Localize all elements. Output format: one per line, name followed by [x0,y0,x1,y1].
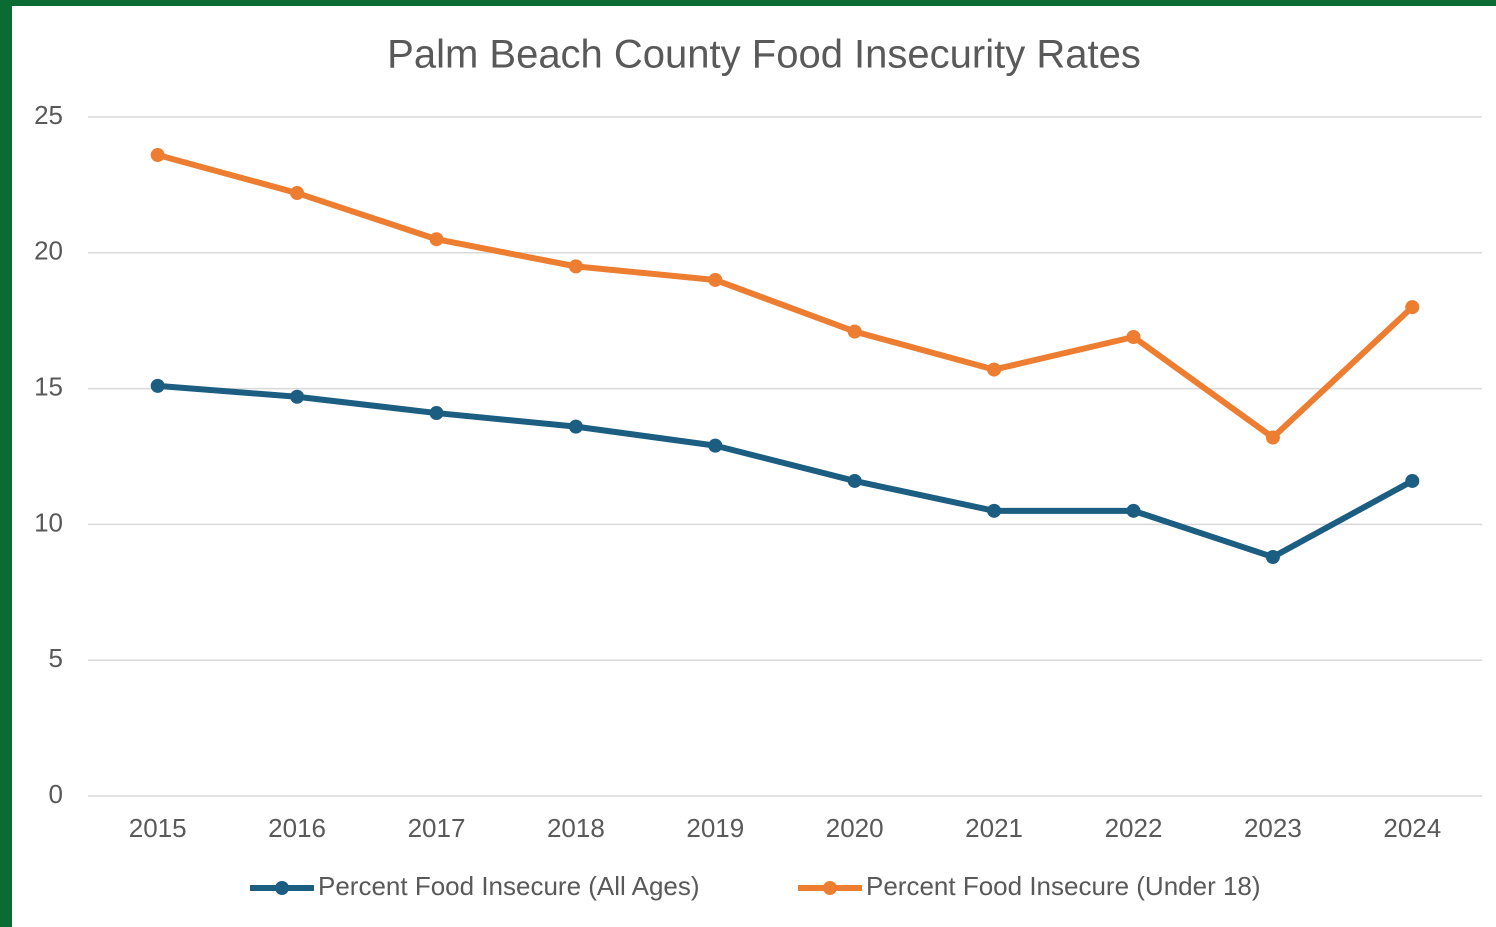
chart-title: Palm Beach County Food Insecurity Rates [387,33,1141,77]
data-point [708,438,723,453]
y-tick-label: 10 [34,507,63,537]
data-point [1405,473,1420,488]
data-point [429,232,444,247]
data-point [1405,300,1420,315]
data-point [1126,329,1141,344]
x-tick-label: 2021 [965,813,1023,843]
data-point [1265,430,1280,445]
series-line [156,152,1415,441]
x-tick-label: 2024 [1383,813,1441,843]
series-line [157,382,1414,560]
y-tick-label: 15 [34,371,63,401]
data-point [568,419,583,434]
legend-marker [275,881,289,895]
legend-label: Percent Food Insecure (All Ages) [318,871,700,901]
data-point [150,378,165,393]
data-point [708,272,723,287]
chart-background [12,6,1496,927]
x-tick-label: 2016 [268,813,326,843]
y-tick-label: 25 [34,100,63,130]
data-point [847,473,862,488]
data-point [987,503,1002,518]
x-tick-label: 2020 [826,813,884,843]
data-point [1126,503,1141,518]
data-point [429,406,444,421]
x-tick-label: 2023 [1244,813,1302,843]
x-tick-label: 2017 [408,813,466,843]
x-tick-label: 2019 [686,813,744,843]
y-tick-label: 0 [49,779,63,809]
data-point [987,362,1002,377]
data-point [290,389,305,404]
x-tick-label: 2018 [547,813,605,843]
data-point [1265,549,1280,564]
y-tick-label: 20 [34,236,63,266]
data-point [568,259,583,274]
data-point [150,148,165,163]
x-tick-label: 2022 [1105,813,1163,843]
x-tick-label: 2015 [129,813,187,843]
legend-label: Percent Food Insecure (Under 18) [866,871,1261,901]
data-point [290,186,305,201]
legend-marker [823,881,837,895]
data-point [847,324,862,339]
y-tick-label: 5 [49,643,63,673]
